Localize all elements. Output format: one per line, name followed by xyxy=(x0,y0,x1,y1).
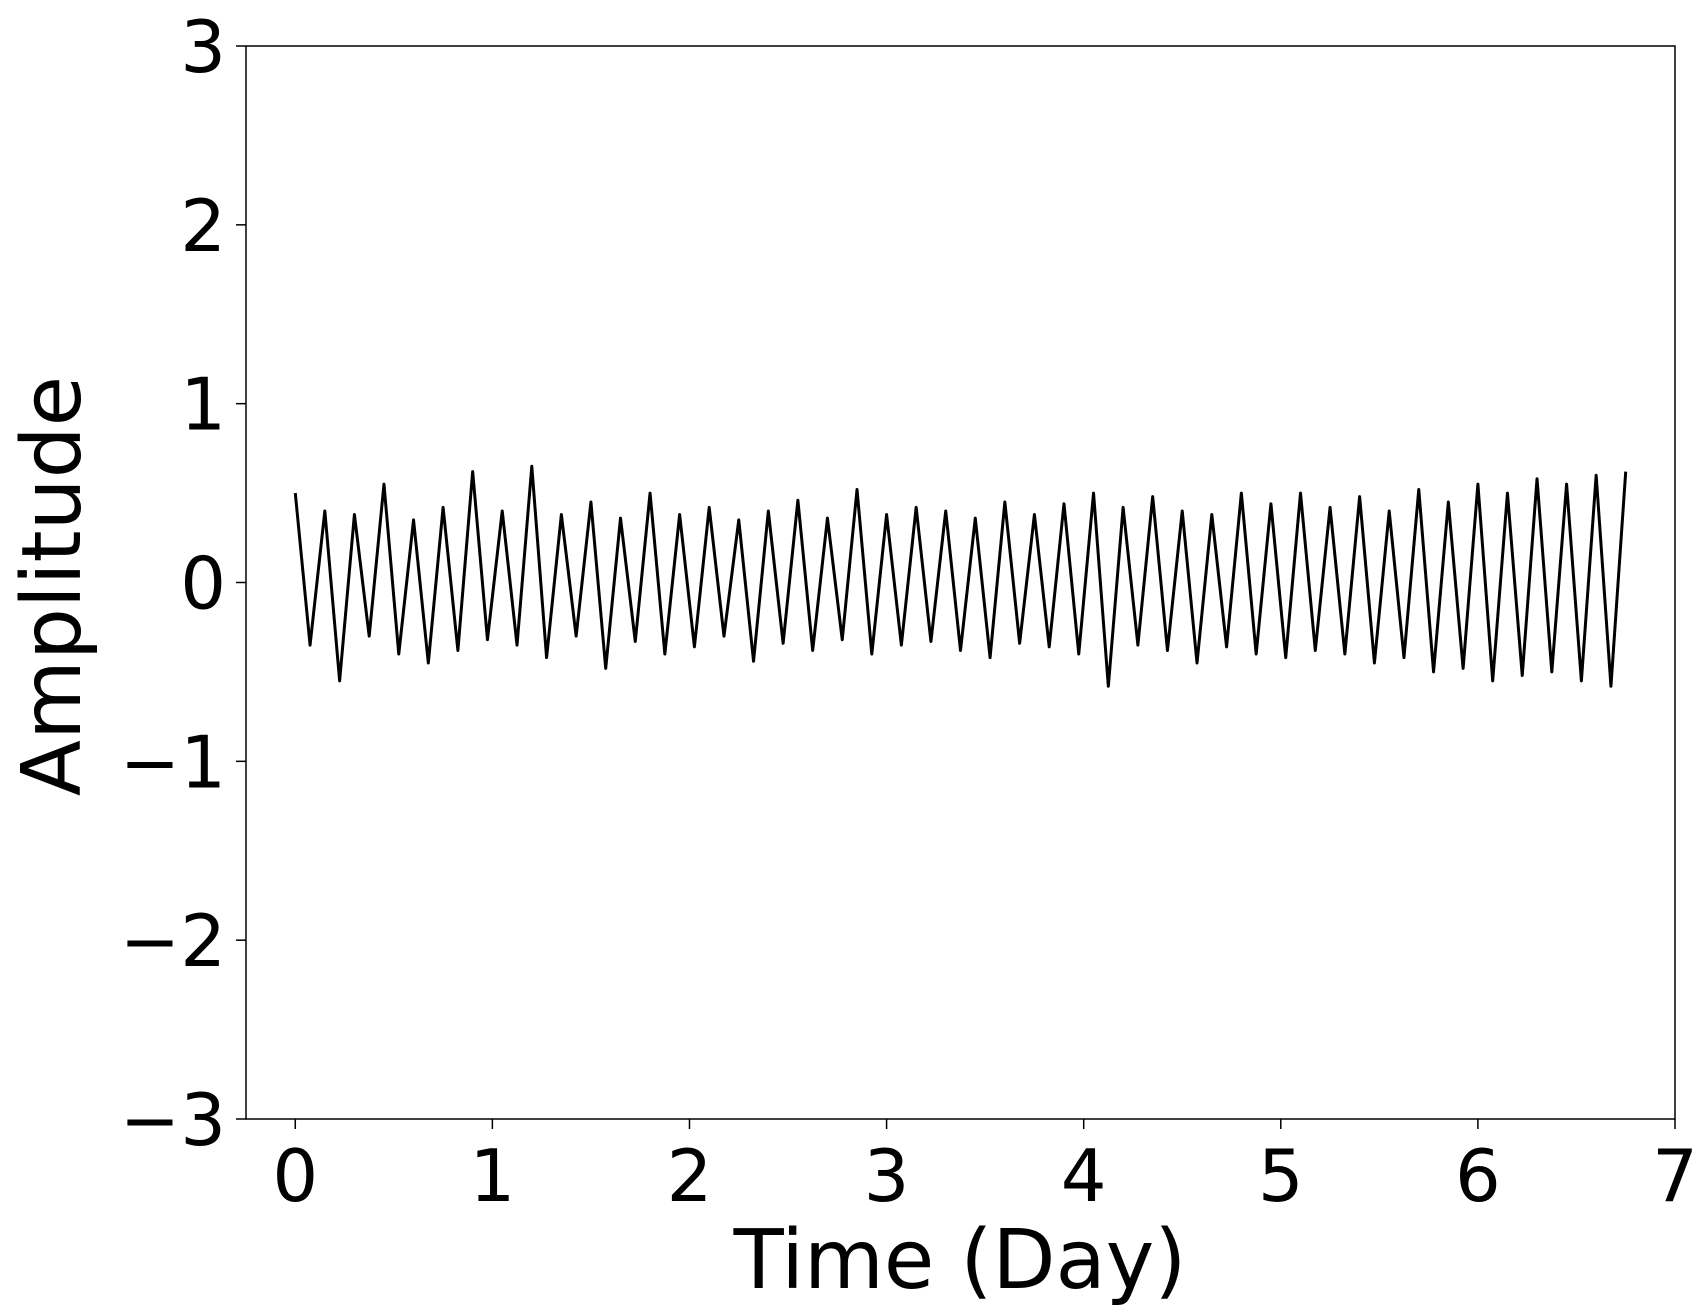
series-line xyxy=(293,464,1628,688)
x-tick-label: 5 xyxy=(1258,1134,1304,1218)
y-tick-label: 3 xyxy=(180,5,226,89)
plot-frame xyxy=(245,45,1676,1120)
y-tick-label: −1 xyxy=(120,720,226,804)
y-tick-label: 0 xyxy=(180,542,226,626)
x-tick-label: 1 xyxy=(469,1134,515,1218)
y-tick-label: 2 xyxy=(180,184,226,268)
y-tick-label: 1 xyxy=(180,363,226,447)
x-tick-label: 0 xyxy=(272,1134,318,1218)
x-tick-label: 4 xyxy=(1061,1134,1107,1218)
x-axis-label: Time (Day) xyxy=(733,1213,1187,1308)
x-tick-label: 6 xyxy=(1455,1134,1501,1218)
y-tick-label: −3 xyxy=(120,1078,226,1162)
y-tick-label: −2 xyxy=(120,899,226,983)
x-tick-label: 2 xyxy=(667,1134,713,1218)
y-axis-label: Amplitude xyxy=(5,376,100,796)
x-tick-label: 3 xyxy=(864,1134,910,1218)
x-tick-label: 7 xyxy=(1652,1134,1698,1218)
